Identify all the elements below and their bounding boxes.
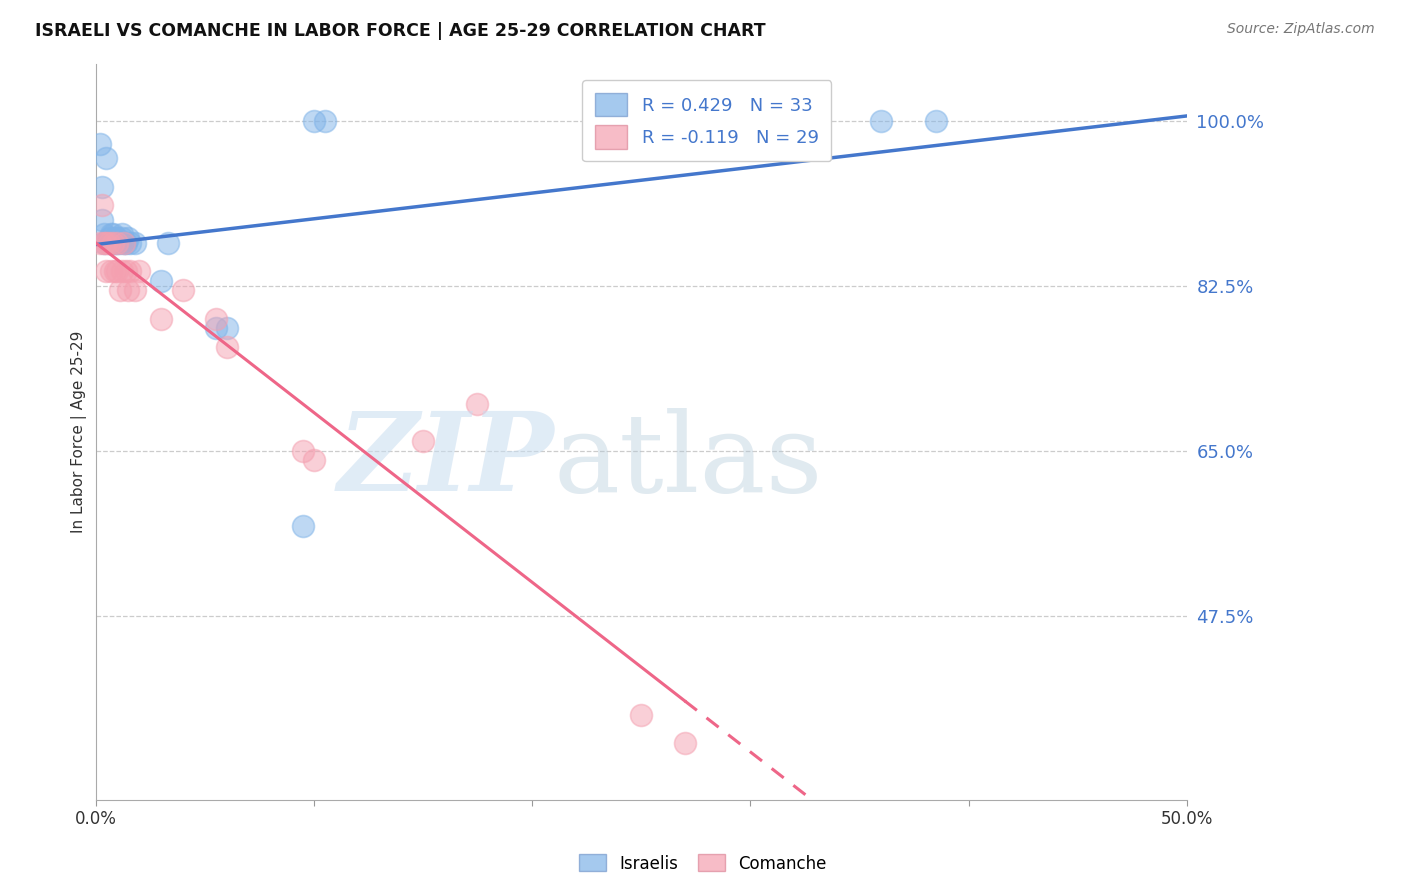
Point: [100, 227, 122, 241]
Point: [104, 264, 127, 278]
Text: atlas: atlas: [554, 408, 824, 515]
Point: [104, 231, 127, 245]
Point: [630, 707, 652, 722]
Point: [93, 236, 115, 251]
Point: [108, 284, 131, 298]
Point: [128, 264, 150, 278]
Point: [101, 236, 124, 251]
Point: [215, 340, 238, 354]
Point: [112, 236, 135, 251]
Point: [204, 321, 226, 335]
Point: [117, 284, 139, 298]
Point: [115, 264, 138, 278]
Point: [105, 236, 128, 251]
Point: [150, 311, 173, 326]
Point: [302, 453, 325, 467]
Text: Source: ZipAtlas.com: Source: ZipAtlas.com: [1227, 22, 1375, 37]
Point: [100, 236, 122, 251]
Point: [105, 231, 128, 245]
Point: [673, 736, 696, 750]
Point: [101, 236, 124, 251]
Point: [89, 236, 111, 251]
Point: [925, 113, 948, 128]
Point: [91, 198, 114, 212]
Point: [115, 236, 138, 251]
Point: [97, 236, 120, 251]
Point: [89, 137, 111, 152]
Point: [314, 113, 336, 128]
Point: [96, 236, 118, 251]
Legend: Israelis, Comanche: Israelis, Comanche: [572, 847, 834, 880]
Point: [100, 264, 122, 278]
Point: [101, 227, 124, 241]
Legend: R = 0.429   N = 33, R = -0.119   N = 29: R = 0.429 N = 33, R = -0.119 N = 29: [582, 80, 831, 161]
Point: [204, 311, 226, 326]
Point: [302, 113, 325, 128]
Point: [93, 227, 115, 241]
Point: [120, 236, 142, 251]
Text: ISRAELI VS COMANCHE IN LABOR FORCE | AGE 25-29 CORRELATION CHART: ISRAELI VS COMANCHE IN LABOR FORCE | AGE…: [35, 22, 766, 40]
Point: [124, 236, 146, 251]
Point: [96, 264, 118, 278]
Point: [467, 396, 489, 410]
Point: [124, 284, 146, 298]
Point: [291, 443, 314, 458]
Point: [291, 519, 314, 533]
Point: [105, 236, 128, 251]
Point: [111, 264, 134, 278]
Point: [93, 236, 115, 251]
Point: [150, 274, 173, 288]
Point: [105, 264, 128, 278]
Point: [112, 236, 135, 251]
Point: [111, 227, 134, 241]
Point: [870, 113, 893, 128]
Point: [97, 236, 120, 251]
Text: ZIP: ZIP: [337, 408, 554, 515]
Point: [111, 231, 134, 245]
Point: [215, 321, 238, 335]
Point: [104, 236, 127, 251]
Point: [156, 236, 179, 251]
Point: [96, 152, 118, 166]
Point: [91, 212, 114, 227]
Point: [120, 264, 142, 278]
Point: [172, 284, 194, 298]
Point: [97, 231, 120, 245]
Point: [412, 434, 434, 449]
Point: [117, 231, 139, 245]
Point: [91, 179, 114, 194]
Point: [108, 236, 131, 251]
Y-axis label: In Labor Force | Age 25-29: In Labor Force | Age 25-29: [72, 331, 87, 533]
